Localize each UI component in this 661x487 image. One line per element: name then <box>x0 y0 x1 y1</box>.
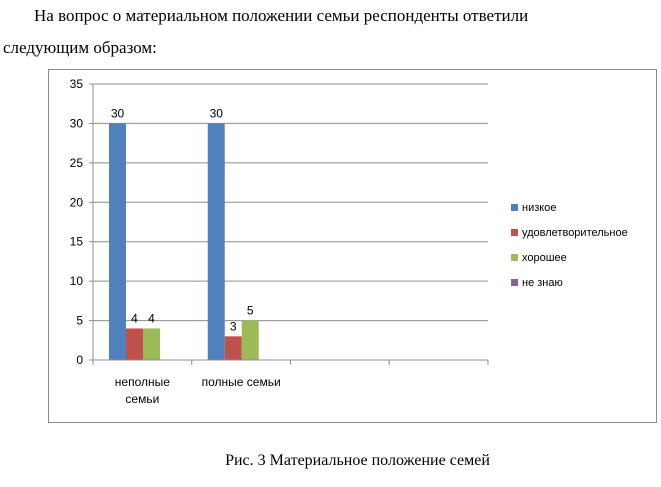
bar-удовлетворительное <box>224 336 242 360</box>
figure-caption: Рис. 3 Материальное положение семей <box>225 452 490 469</box>
bar-низкое <box>207 123 225 360</box>
y-tick-label: 0 <box>76 353 83 367</box>
legend-label: удовлетворительное <box>522 227 628 239</box>
x-tick-label: семьи <box>125 392 159 406</box>
y-tick-label: 10 <box>70 274 84 288</box>
y-tick-label: 25 <box>70 156 84 170</box>
y-tick-label: 35 <box>70 77 84 91</box>
legend-label: не знаю <box>522 277 563 289</box>
bar-удовлетворительное <box>126 328 143 360</box>
x-tick-label: полные семьи <box>202 375 281 389</box>
data-label: 30 <box>111 106 125 120</box>
data-label: 5 <box>247 304 254 318</box>
data-label: 4 <box>148 311 155 325</box>
y-tick-label: 20 <box>70 195 84 209</box>
legend-swatch <box>511 279 518 286</box>
legend-label: хорошее <box>522 252 567 264</box>
y-tick-label: 15 <box>70 235 84 249</box>
legend-swatch <box>511 229 518 236</box>
data-label: 4 <box>131 311 138 325</box>
legend-swatch <box>511 254 518 261</box>
y-tick-label: 5 <box>76 314 83 328</box>
legend-swatch <box>511 204 518 211</box>
x-tick-label: неполные <box>115 375 170 389</box>
chart-frame <box>48 69 657 423</box>
bar-хорошее <box>241 320 259 360</box>
bar-низкое <box>109 123 126 360</box>
y-tick-label: 30 <box>70 116 84 130</box>
intro-line-2: следующим образом: <box>3 38 157 57</box>
bar-хорошее <box>143 328 160 360</box>
data-label: 30 <box>210 106 224 120</box>
legend-label: низкое <box>522 202 556 214</box>
data-label: 3 <box>230 319 237 333</box>
intro-line-1: На вопрос о материальном положении семьи… <box>34 6 529 25</box>
